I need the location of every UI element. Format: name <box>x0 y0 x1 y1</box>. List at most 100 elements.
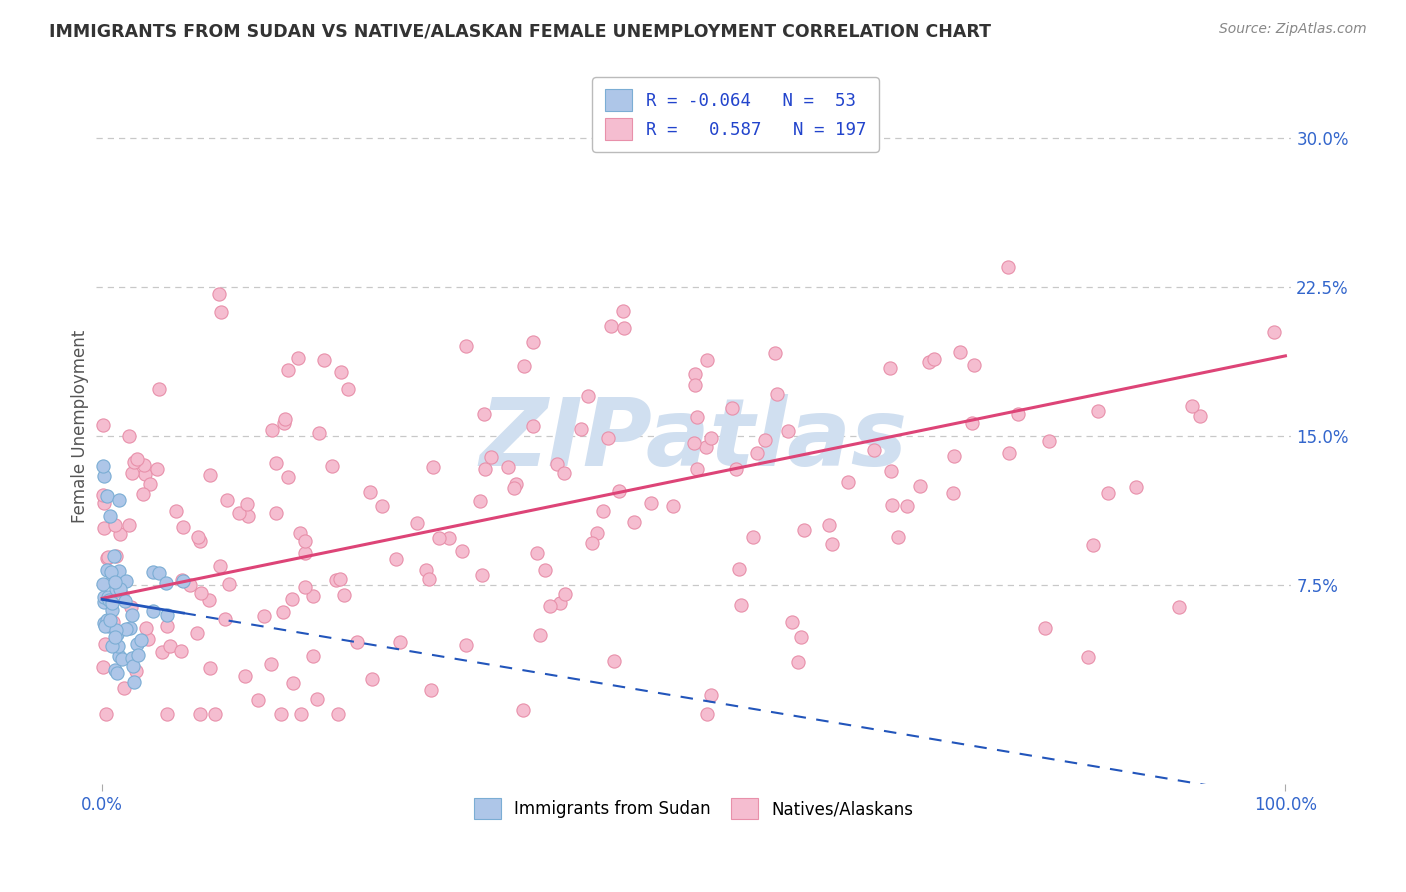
Point <box>155 576 177 591</box>
Point <box>98 591 121 606</box>
Point <box>274 411 297 425</box>
Point <box>172 520 194 534</box>
Point <box>209 304 232 318</box>
Point <box>522 334 544 349</box>
Point <box>98 591 121 605</box>
Point <box>91 458 114 473</box>
Point <box>612 303 634 318</box>
Point <box>471 568 494 582</box>
Point <box>763 346 786 360</box>
Point <box>139 476 162 491</box>
Point <box>1033 621 1056 635</box>
Point <box>96 707 118 722</box>
Point <box>766 386 789 401</box>
Point <box>118 517 141 532</box>
Point <box>998 446 1021 460</box>
Point <box>782 615 804 629</box>
Point <box>742 530 765 544</box>
Point <box>346 635 368 649</box>
Point <box>94 638 117 652</box>
Point <box>125 664 148 678</box>
Point <box>730 598 752 612</box>
Point <box>1263 325 1285 339</box>
Point <box>101 596 124 610</box>
Point <box>114 574 136 589</box>
Point <box>724 462 747 476</box>
Point <box>371 499 394 513</box>
Point <box>778 424 800 438</box>
Point <box>294 546 316 560</box>
Point <box>683 367 706 381</box>
Point <box>793 523 815 537</box>
Point <box>613 320 636 334</box>
Point <box>479 450 502 464</box>
Point <box>93 496 115 510</box>
Point <box>277 363 299 377</box>
Point <box>312 353 335 368</box>
Point <box>121 650 143 665</box>
Point <box>941 485 963 500</box>
Point <box>419 683 441 698</box>
Point <box>260 657 283 671</box>
Point <box>308 425 330 440</box>
Point <box>104 663 127 677</box>
Point <box>146 462 169 476</box>
Point <box>454 638 477 652</box>
Point <box>326 707 349 722</box>
Point <box>233 669 256 683</box>
Point <box>592 504 614 518</box>
Point <box>862 442 884 457</box>
Point <box>105 666 128 681</box>
Point <box>252 608 274 623</box>
Point <box>695 440 717 454</box>
Point <box>104 517 127 532</box>
Point <box>596 431 619 445</box>
Point <box>277 470 299 484</box>
Point <box>98 593 121 607</box>
Point <box>1007 407 1029 421</box>
Point <box>104 630 127 644</box>
Point <box>142 604 165 618</box>
Point <box>1181 399 1204 413</box>
Point <box>880 465 903 479</box>
Point <box>745 445 768 459</box>
Point <box>389 634 412 648</box>
Point <box>922 352 945 367</box>
Point <box>121 607 143 622</box>
Point <box>943 449 966 463</box>
Point <box>728 562 751 576</box>
Point <box>696 353 718 368</box>
Point <box>302 590 325 604</box>
Point <box>188 707 211 722</box>
Point <box>125 637 148 651</box>
Point <box>117 428 139 442</box>
Point <box>1097 486 1119 500</box>
Point <box>246 693 269 707</box>
Point <box>586 526 609 541</box>
Point <box>148 566 170 581</box>
Text: Source: ZipAtlas.com: Source: ZipAtlas.com <box>1219 22 1367 37</box>
Point <box>522 419 544 434</box>
Point <box>437 531 460 545</box>
Point <box>1081 538 1104 552</box>
Point <box>103 636 125 650</box>
Point <box>454 339 477 353</box>
Point <box>837 475 859 489</box>
Point <box>96 551 118 566</box>
Point <box>96 489 118 503</box>
Point <box>474 462 496 476</box>
Point <box>110 582 132 596</box>
Point <box>122 659 145 673</box>
Point <box>427 532 450 546</box>
Point <box>685 378 707 392</box>
Point <box>288 525 311 540</box>
Point <box>214 612 236 626</box>
Point <box>721 401 744 415</box>
Point <box>599 318 621 333</box>
Point <box>1038 434 1060 449</box>
Point <box>93 488 115 502</box>
Point <box>127 648 149 662</box>
Point <box>236 508 259 523</box>
Point <box>114 594 136 608</box>
Point <box>281 675 304 690</box>
